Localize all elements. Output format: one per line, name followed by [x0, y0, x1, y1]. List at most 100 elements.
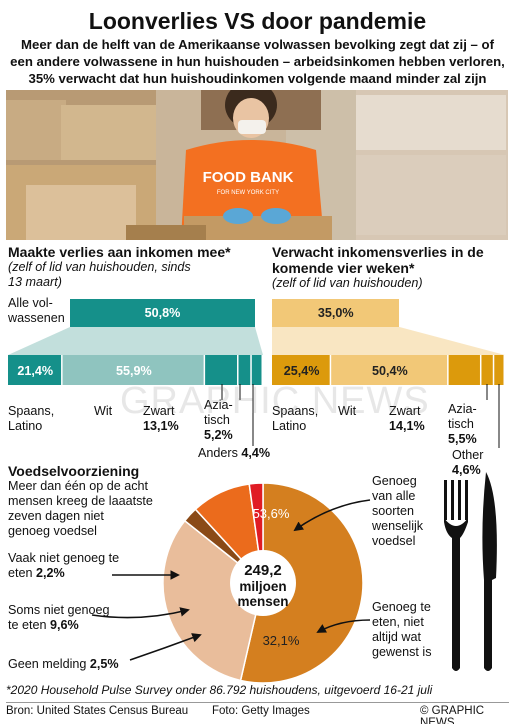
cat-label-line: Zwart: [143, 404, 175, 418]
pie-center: [230, 550, 296, 616]
right-cat-wit: Wit: [338, 404, 357, 418]
left-segment-0: [8, 355, 62, 385]
footnote: *2020 Household Pulse Survey onder 86.79…: [6, 683, 433, 697]
food-label-line: voedsel: [372, 534, 416, 548]
right-section-note: (zelf of lid van huishouden): [272, 276, 423, 290]
photo-shirt-subtext: FOR NEW YORK CITY: [217, 190, 279, 196]
cat-label-line: tisch: [204, 413, 230, 427]
watermark: GRAPHIC NEWS: [120, 380, 430, 422]
cat-label-line: Spaans,: [272, 404, 319, 418]
leader-genoeg-te: [316, 619, 371, 633]
food-label-line: eten, niet: [372, 615, 424, 629]
left-connector: [8, 327, 263, 355]
food-label-line: wenselijk: [372, 519, 424, 533]
leader-genoeg-alle: [293, 499, 371, 532]
cat-value: 5,2%: [204, 428, 233, 442]
label-vaak: Vaak niet genoeg te eten 2,2%: [8, 551, 119, 581]
cat-value: 5,5%: [448, 432, 477, 446]
label-soms: Soms niet genoeg te eten 9,6%: [8, 603, 110, 633]
cat-value: 13,1%: [143, 419, 179, 433]
food-label-line: Soms niet genoeg: [8, 603, 110, 617]
food-label-line: Genoeg te: [372, 600, 431, 614]
brand-credit: © GRAPHIC NEWS: [420, 705, 485, 724]
food-bank-photo: FOOD BANK FOR NEW YORK CITY: [6, 90, 508, 240]
right-segment-2: [448, 355, 480, 385]
left-cat-zwart: Zwart 13,1%: [143, 404, 179, 434]
right-all-adults-bar: [272, 299, 400, 327]
pie-slice-label: 53,6%: [253, 506, 290, 521]
all-adults-label: Alle vol- wassenen: [8, 296, 65, 326]
food-label-line: soorten: [372, 504, 415, 518]
food-intro-line: genoeg voedsel: [8, 524, 97, 538]
label-genoeg-te: Genoeg te eten, niet altijd wat gewenst …: [372, 600, 432, 660]
footer-divider: [6, 702, 509, 703]
source-credit: Bron: United States Census Bureau: [6, 705, 189, 717]
cat-value: 14,1%: [389, 419, 425, 433]
right-segment-0: [272, 355, 330, 385]
subtitle: Meer dan de helft van de Amerikaanse vol…: [6, 36, 509, 87]
left-cat-spaans: Spaans, Latino: [8, 404, 54, 434]
food-label-line: Geen melding: [8, 657, 87, 671]
food-label-line: te eten: [8, 618, 47, 632]
pie-slice-1: [162, 519, 264, 682]
cat-label-line: Azia-: [448, 402, 477, 416]
cat-label-line: tisch: [448, 417, 474, 431]
photo-illustration: FOOD BANK FOR NEW YORK CITY: [6, 90, 508, 240]
right-connector: [272, 327, 505, 355]
left-all-adults-bar: [70, 299, 255, 327]
right-cat-other: Other 4,6%: [452, 448, 515, 478]
right-title-line: Verwacht inkomensverlies in de: [272, 244, 484, 260]
left-note-line: 13 maart): [8, 275, 62, 289]
left-segment-1: [62, 355, 204, 385]
left-cat-anders: Anders 4,4%: [198, 446, 270, 461]
right-section-title: Verwacht inkomensverlies in de komende v…: [272, 244, 484, 276]
food-label-line: eten: [8, 566, 33, 580]
photo-shirt-text: FOOD BANK: [203, 169, 294, 186]
category-leader-lines: [221, 384, 500, 448]
photo-credit: Foto: Getty Images: [212, 705, 310, 717]
food-intro: Meer dan één op de acht mensen kreeg de …: [8, 479, 153, 539]
left-note-line: (zelf of lid van huishouden, sinds: [8, 260, 191, 274]
right-segment-label: 25,4%: [283, 364, 320, 378]
segment-bars-chart: [8, 327, 505, 385]
right-segment-label: 50,4%: [372, 364, 408, 378]
leader-soms: [91, 607, 190, 619]
cat-label-line: Latino: [272, 419, 307, 433]
food-intro-line: mensen kreeg de laaatste: [8, 494, 153, 508]
right-cat-aziatisch: Azia- tisch 5,5%: [448, 402, 477, 447]
food-label-line: van alle: [372, 489, 416, 503]
cat-label-line: Zwart: [389, 404, 421, 418]
pie-slice-0: [239, 482, 364, 684]
cat-label-line: Latino: [8, 419, 43, 433]
left-segment-label: 55,9%: [115, 364, 152, 378]
cat-value: 4,6%: [452, 463, 481, 477]
left-cat-wit: Wit: [94, 404, 113, 418]
food-label-value: 2,5%: [89, 657, 119, 671]
left-section-title: Maakte verlies aan inkomen mee*: [8, 244, 231, 260]
right-all-adults-value: 35,0%: [317, 306, 354, 320]
food-label-value: 9,6%: [50, 618, 79, 632]
left-cat-aziatisch: Azia- tisch 5,2%: [204, 398, 233, 443]
food-section-title: Voedselvoorziening: [8, 463, 140, 479]
pie-center-value: 249,2: [244, 562, 282, 579]
food-intro-line: Meer dan één op de acht: [8, 479, 149, 493]
right-cat-spaans: Spaans, Latino: [272, 404, 318, 434]
subtitle-line: Meer dan de helft van de Amerikaanse vol…: [21, 37, 494, 52]
left-segment-2: [205, 355, 238, 385]
food-label-line: Vaak niet genoeg te: [8, 551, 120, 565]
cat-label-line: Azia-: [204, 398, 233, 412]
subtitle-line: 35% verwacht dat hun huishoudinkomen vol…: [28, 71, 487, 86]
right-segment-4: [494, 355, 504, 385]
label-genoeg-alle: Genoeg van alle soorten wenselijk voedse…: [372, 474, 423, 549]
food-label-line: gewenst is: [372, 645, 432, 659]
fork-knife-icon: [444, 472, 497, 671]
left-all-adults-value: 50,8%: [144, 306, 181, 320]
left-segment-3: [238, 355, 251, 385]
page-title: Loonverlies VS door pandemie: [88, 8, 427, 34]
pie-center-label: miljoen: [239, 579, 286, 594]
food-label-value: 2,2%: [36, 566, 65, 580]
food-intro-line: zeven dagen niet: [8, 509, 104, 523]
pie-slice-label: 32,1%: [263, 633, 300, 648]
left-section-note: (zelf of lid van huishouden, sinds 13 ma…: [8, 260, 191, 290]
